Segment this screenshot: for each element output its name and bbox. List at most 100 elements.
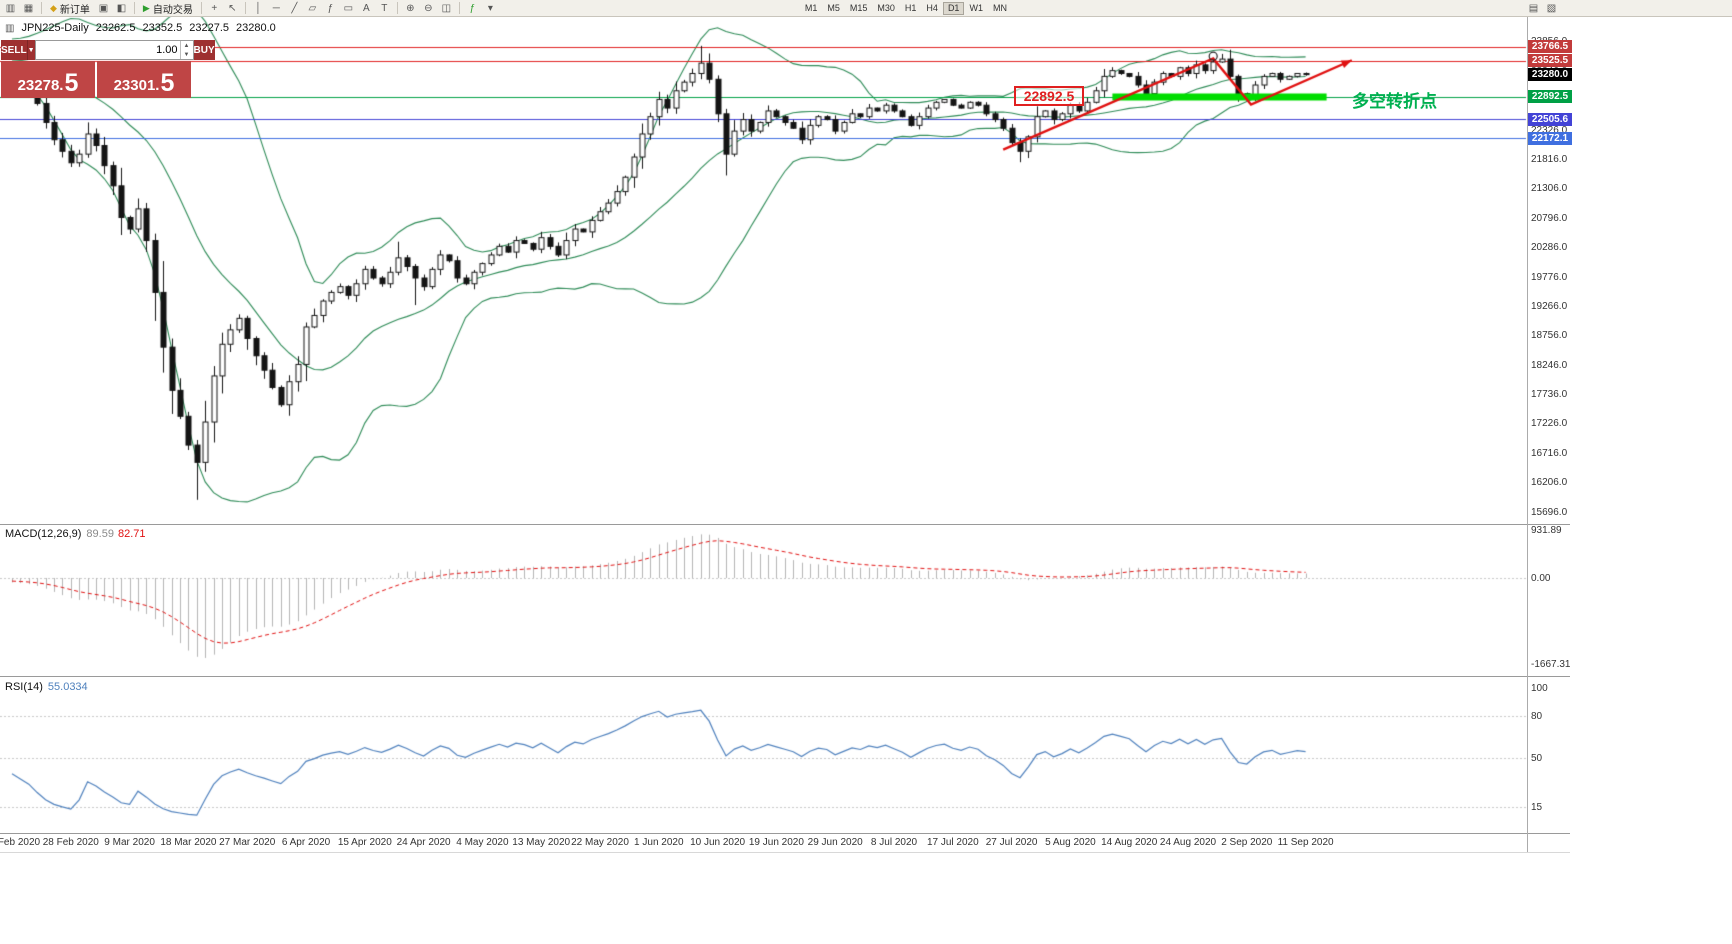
date-axis-label: 18 Mar 2020 bbox=[160, 837, 217, 848]
date-axis-label: 20 Feb 2020 bbox=[0, 837, 41, 848]
date-axis-label: 19 Jun 2020 bbox=[748, 837, 804, 848]
zoom-in-icon[interactable]: ⊕ bbox=[406, 2, 415, 14]
play-icon: ▶ bbox=[142, 2, 150, 13]
new-order-button[interactable]: ◆ 新订单 bbox=[46, 1, 94, 16]
fibonacci-icon[interactable]: ƒ bbox=[327, 2, 334, 14]
volume-down-icon[interactable]: ▼ bbox=[183, 51, 190, 58]
volume-stepper[interactable]: ▲ ▼ bbox=[179, 41, 193, 59]
symbol-period-label: JPN225-Daily bbox=[21, 22, 89, 34]
level-price-callout[interactable]: 22892.5 bbox=[1014, 86, 1084, 106]
buy-price-pip: 5 bbox=[160, 68, 175, 97]
date-axis-label: 9 Mar 2020 bbox=[104, 837, 155, 848]
date-axis-label: 24 Aug 2020 bbox=[1159, 837, 1217, 848]
tick-chart-icon[interactable]: ▦ bbox=[23, 2, 34, 14]
sell-order-type-button[interactable]: SELL bbox=[1, 40, 27, 60]
pane-separator bbox=[0, 833, 1570, 834]
toolbar-separator bbox=[396, 2, 398, 14]
rsi-indicator-label: RSI(14) 55.0334 bbox=[5, 681, 88, 693]
diamond-icon: ◆ bbox=[50, 2, 57, 13]
toolbar-separator bbox=[200, 2, 202, 14]
date-axis-label: 5 Aug 2020 bbox=[1045, 837, 1096, 848]
channel-icon[interactable]: ▱ bbox=[308, 2, 317, 14]
chart-window-icon[interactable]: ▥ bbox=[5, 2, 16, 14]
timeframe-button-h1[interactable]: H1 bbox=[904, 3, 917, 13]
sell-price-pip: 5 bbox=[64, 68, 79, 97]
date-axis-label: 17 Jul 2020 bbox=[926, 837, 979, 848]
zoom-out-icon[interactable]: ⊖ bbox=[424, 2, 433, 14]
date-axis-label: 11 Sep 2020 bbox=[1277, 837, 1334, 848]
horizontal-line-icon[interactable]: ─ bbox=[272, 2, 280, 14]
date-axis-label: 27 Mar 2020 bbox=[219, 837, 276, 848]
date-axis-label: 28 Feb 2020 bbox=[42, 837, 99, 848]
toolbar-separator bbox=[133, 2, 135, 14]
date-axis-label: 24 Apr 2020 bbox=[396, 837, 451, 848]
candlestick-icon: ▥ bbox=[5, 22, 15, 34]
timeframe-button-w1[interactable]: W1 bbox=[969, 3, 983, 13]
tile-windows-icon[interactable]: ◫ bbox=[441, 2, 452, 14]
sell-price-button[interactable]: 23278. 5 bbox=[1, 61, 95, 98]
volume-field-wrap: ▲ ▼ bbox=[34, 40, 194, 60]
toolbar-separator bbox=[244, 2, 246, 14]
axis-separator bbox=[1527, 17, 1528, 852]
ohlc-low: 23227.5 bbox=[189, 22, 229, 34]
buy-price-button[interactable]: 23301. 5 bbox=[97, 61, 191, 98]
date-axis-label: 29 Jun 2020 bbox=[807, 837, 863, 848]
date-axis-label: 1 Jun 2020 bbox=[634, 837, 684, 848]
date-axis-label: 10 Jun 2020 bbox=[690, 837, 746, 848]
window-cascade-icon[interactable]: ▧ bbox=[1546, 2, 1557, 14]
shapes-icon[interactable]: ▭ bbox=[343, 2, 354, 14]
market-watch-icon[interactable]: ▣ bbox=[98, 2, 109, 14]
pane-separator[interactable] bbox=[0, 524, 1570, 525]
macd-signal-value: 82.71 bbox=[117, 528, 146, 540]
pane-separator[interactable] bbox=[0, 676, 1570, 677]
rsi-name: RSI(14) bbox=[5, 681, 43, 693]
date-axis-label: 4 May 2020 bbox=[456, 837, 509, 848]
buy-price-main: 23301. bbox=[113, 77, 160, 95]
toolbar: ▥ ▦ ◆ 新订单 ▣ ◧ ▶ 自动交易 + ↖ │ ─ ╱ ▱ ƒ ▭ A T ⊕ ⊖ ◫ ƒ ▾ M1 M5 M15 M30 H1… bbox=[0, 0, 1732, 17]
date-axis-label: 2 Sep 2020 bbox=[1221, 837, 1273, 848]
window-grid-icon[interactable]: ▤ bbox=[1528, 2, 1539, 14]
pane-separator bbox=[0, 852, 1570, 853]
sell-price-main: 23278. bbox=[17, 77, 64, 95]
cursor-icon[interactable]: ↖ bbox=[228, 2, 237, 14]
timeframe-button-h4[interactable]: H4 bbox=[926, 3, 938, 13]
buy-order-type-button[interactable]: BUY bbox=[193, 40, 215, 60]
timeframe-button-mn[interactable]: MN bbox=[992, 3, 1007, 13]
ohlc-close: 23280.0 bbox=[236, 22, 276, 34]
one-click-trading-panel: SELL ▼ ▲ ▼ BUY 23278.5 23301.5 bbox=[1, 40, 215, 98]
vertical-line-icon[interactable]: │ bbox=[255, 2, 262, 14]
volume-input[interactable] bbox=[35, 44, 180, 56]
date-axis-label: 6 Apr 2020 bbox=[281, 837, 331, 848]
macd-name: MACD(12,26,9) bbox=[5, 528, 82, 540]
date-axis-label: 8 Jul 2020 bbox=[870, 837, 918, 848]
timeframe-button-m30[interactable]: M30 bbox=[877, 3, 895, 13]
date-axis-label: 15 Apr 2020 bbox=[337, 837, 392, 848]
trendline-icon[interactable]: ╱ bbox=[291, 2, 298, 14]
ohlc-high: 23352.5 bbox=[142, 22, 183, 34]
turning-point-text[interactable]: 多空转折点 bbox=[1352, 92, 1437, 111]
indicators-icon[interactable]: ƒ bbox=[469, 2, 476, 14]
indicator-dropdown-icon[interactable]: ▾ bbox=[487, 2, 493, 14]
volume-up-icon[interactable]: ▲ bbox=[183, 42, 190, 49]
timeframe-button-m1[interactable]: M1 bbox=[804, 3, 818, 13]
timeframe-button-d1[interactable]: D1 bbox=[942, 1, 965, 15]
arrow-objects-icon[interactable]: T bbox=[381, 2, 388, 14]
order-type-dropdown-icon[interactable]: ▼ bbox=[26, 40, 35, 60]
chart-title: ▥ JPN225-Daily 23262.5 23352.5 23227.5 2… bbox=[5, 22, 276, 34]
date-axis-label: 27 Jul 2020 bbox=[985, 837, 1038, 848]
date-axis-label: 22 May 2020 bbox=[571, 837, 629, 848]
rsi-value: 55.0334 bbox=[47, 681, 88, 693]
autotrading-button[interactable]: ▶ 自动交易 bbox=[139, 1, 197, 16]
timeframe-button-m5[interactable]: M5 bbox=[827, 3, 840, 13]
macd-main-value: 89.59 bbox=[86, 528, 114, 540]
new-order-button-label: 新订单 bbox=[59, 4, 90, 16]
macd-indicator-label: MACD(12,26,9) 89.59 82.71 bbox=[5, 528, 145, 540]
metaeditor-icon[interactable]: ◧ bbox=[116, 2, 127, 14]
text-label-icon[interactable]: A bbox=[363, 2, 370, 14]
crosshair-icon[interactable]: + bbox=[211, 2, 218, 14]
date-axis-label: 14 Aug 2020 bbox=[1101, 837, 1158, 848]
toolbar-separator bbox=[41, 2, 42, 14]
timeframe-button-m15[interactable]: M15 bbox=[849, 3, 868, 13]
